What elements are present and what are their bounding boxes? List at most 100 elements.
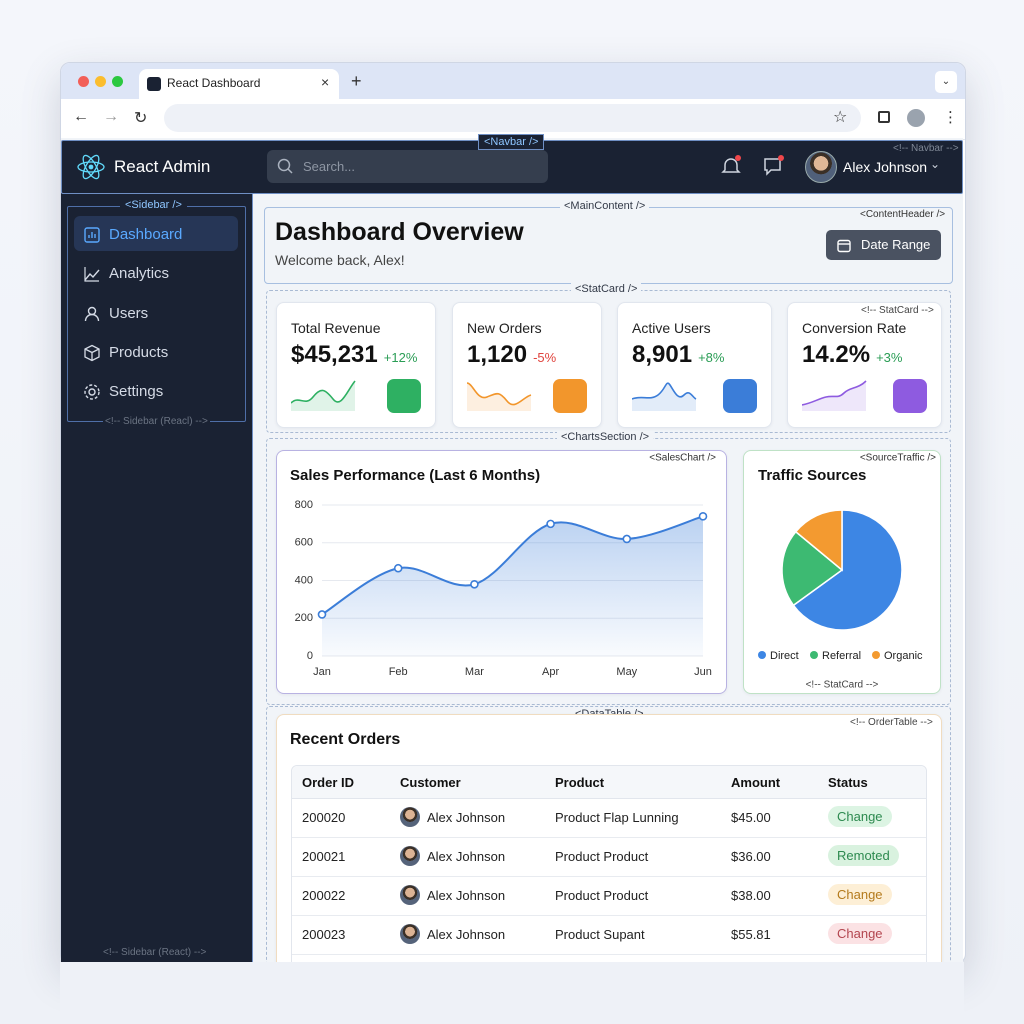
table-row: 200020 Alex Johnson Product Flap Lunning $4… xyxy=(292,798,926,838)
min-dot[interactable] xyxy=(95,76,106,87)
new-tab[interactable]: + xyxy=(351,71,362,91)
close-dot[interactable] xyxy=(78,76,89,87)
sidebar-icon xyxy=(84,344,100,361)
search-field[interactable]: Search... xyxy=(267,150,548,183)
table-cell: $45.00 xyxy=(731,810,771,825)
table-cell: Product Supant xyxy=(555,927,645,942)
sidebar-item-label: Settings xyxy=(109,383,164,400)
x-tick-label: Feb xyxy=(389,666,408,678)
sidebar-item-label: Analytics xyxy=(109,265,170,282)
point xyxy=(393,563,403,573)
sidebar-active-bg xyxy=(74,216,238,251)
app-bottom-edge xyxy=(60,962,964,1024)
stat-value: 8,901 +8% xyxy=(632,341,724,369)
stat-number: $45,231 xyxy=(291,341,378,368)
column-header: Status xyxy=(828,775,868,790)
customer-avatar xyxy=(400,885,420,905)
chart-title: Traffic Sources xyxy=(758,467,866,484)
sidebar-icon xyxy=(84,226,100,243)
sidebar-item[interactable]: Analytics xyxy=(74,256,238,291)
table-cell: $36.00 xyxy=(731,849,771,864)
sidebar-item[interactable]: Settings xyxy=(74,374,238,409)
sidebar-item-label: Users xyxy=(109,305,149,322)
y-tick-label: 200 xyxy=(295,612,313,624)
table-cell: Product Product xyxy=(555,849,649,864)
table-cell: $38.00 xyxy=(731,888,771,903)
column-header: Amount xyxy=(731,775,781,790)
table-cell: Product Product xyxy=(555,888,649,903)
sparkline xyxy=(291,380,356,411)
status-badge: Change xyxy=(828,806,892,827)
menu-button[interactable]: ⋮ xyxy=(943,109,958,126)
table-cell: Alex Johnson xyxy=(427,810,506,825)
max-dot[interactable] xyxy=(112,76,123,87)
chart-title: Sales Performance (Last 6 Months) xyxy=(290,467,540,484)
stat-change: -5% xyxy=(533,350,557,365)
table-row: 200021 Alex Johnson Product Product $36.00 R… xyxy=(292,837,926,877)
column-header: Order ID xyxy=(302,775,355,790)
stat-icon xyxy=(723,379,757,413)
sidebar-item[interactable]: Products xyxy=(74,335,238,370)
legend-label: Referral xyxy=(822,650,861,662)
sparkline xyxy=(467,382,532,411)
sidebar-icon xyxy=(84,306,100,321)
stat-card: New Orders 1,120 -5% xyxy=(452,302,602,428)
sidebar-item-label: Products xyxy=(109,344,169,361)
customer-avatar xyxy=(400,807,420,827)
column-header: Product xyxy=(555,775,605,790)
customer-avatar xyxy=(400,846,420,866)
legend-swatch xyxy=(758,651,766,659)
tab-icon xyxy=(147,77,161,91)
stat-value: $45,231 +12% xyxy=(291,341,417,369)
point xyxy=(698,512,708,521)
profile-button[interactable] xyxy=(907,109,925,127)
chart-comment: <!-- StatCard --> xyxy=(806,680,879,691)
sidebar-item[interactable]: Dashboard xyxy=(74,217,238,252)
page-subtitle: Welcome back, Alex! xyxy=(275,252,405,268)
tab-title: React Dashboard xyxy=(167,76,261,90)
charts-tag: <ChartsSection /> xyxy=(557,431,654,443)
address-row: ← → ↻ ☆ ⋮ xyxy=(61,99,965,140)
table-row: 200022 Alex Johnson Product Product $38.00 C… xyxy=(292,876,926,916)
navbar-tag: <Navbar /> xyxy=(478,134,545,150)
status-badge: Change xyxy=(828,884,892,905)
pie-slice xyxy=(792,509,903,631)
date-range-button[interactable]: Date Range xyxy=(826,230,941,260)
tab[interactable]: React Dashboard × xyxy=(139,69,339,99)
header-tag: <ContentHeader /> xyxy=(860,209,946,220)
notifications-button[interactable] xyxy=(720,155,742,177)
bookmark-star[interactable]: ☆ xyxy=(833,109,848,126)
stat-label: Conversion Rate xyxy=(802,320,907,336)
user-menu-caret[interactable]: ⌄ xyxy=(930,157,941,171)
sidebar-item[interactable]: Users xyxy=(74,296,238,331)
search-placeholder: Search... xyxy=(303,159,356,174)
table-cell: 200021 xyxy=(302,849,346,864)
url-field[interactable] xyxy=(164,104,861,132)
legend-label: Organic xyxy=(884,650,923,662)
table-cell: Alex Johnson xyxy=(427,927,506,942)
messages-button[interactable] xyxy=(762,155,786,177)
tab-close[interactable]: × xyxy=(321,74,330,90)
sidebar-icon xyxy=(84,383,100,400)
chart-tag: <SourceTraffic /> xyxy=(860,453,936,464)
sidebar-comment: <!-- Sidebar (Reacl) --> xyxy=(103,416,210,427)
x-tick-label: Apr xyxy=(542,666,559,678)
table-header xyxy=(292,766,926,799)
reload-button[interactable]: ↻ xyxy=(134,110,148,127)
stat-number: 8,901 xyxy=(632,341,693,368)
brand[interactable]: React Admin xyxy=(114,157,211,176)
sparkline xyxy=(632,382,697,411)
back-button[interactable]: ← xyxy=(73,108,89,125)
forward-button[interactable]: → xyxy=(103,108,119,125)
table-cell: 200020 xyxy=(302,810,346,825)
user-avatar[interactable] xyxy=(805,151,837,183)
user-name[interactable]: Alex Johnson xyxy=(843,159,928,175)
x-tick-label: Mar xyxy=(465,666,484,678)
sidepanel-button[interactable] xyxy=(878,111,890,123)
page-title: Dashboard Overview xyxy=(275,218,524,246)
table-cell: Product Flap Lunning xyxy=(555,810,679,825)
area xyxy=(322,516,703,656)
point xyxy=(317,610,327,619)
table-cell: Alex Johnson xyxy=(427,888,506,903)
tab-menu[interactable]: ⌄ xyxy=(935,71,957,93)
